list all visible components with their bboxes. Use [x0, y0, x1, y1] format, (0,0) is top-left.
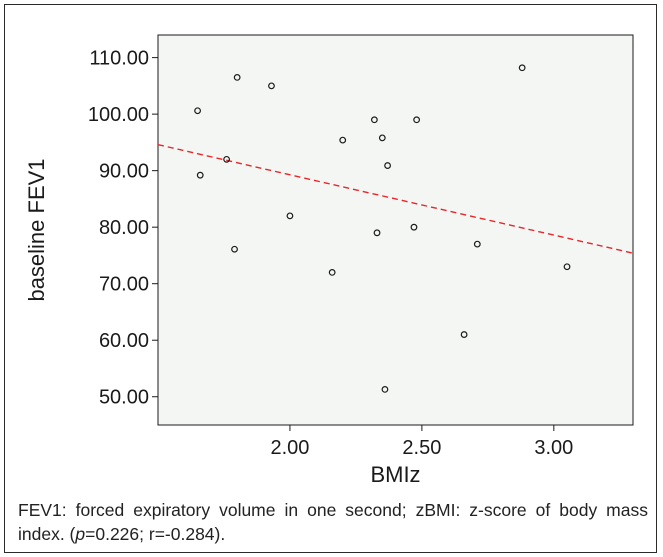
data-point [233, 73, 241, 81]
data-point [384, 162, 391, 169]
y-tick-label: 60.00 [99, 330, 149, 352]
y-axis: 50.00 60.00 70.00 80.00 90.00 100.00 110.00 [88, 48, 158, 409]
x-tick-label: 2.50 [402, 437, 441, 459]
caption-main: FEV1: forced expiratory volume in one se… [18, 500, 648, 544]
data-point [410, 223, 418, 231]
y-tick-label: 70.00 [99, 274, 149, 296]
regression-line [157, 143, 634, 254]
y-tick-label: 100.00 [88, 104, 149, 126]
figure-caption: FEV1: forced expiratory volume in one se… [18, 498, 648, 546]
data-point [231, 245, 238, 253]
data-point [196, 171, 204, 179]
data-point [381, 385, 389, 393]
p-symbol: p [75, 524, 86, 544]
data-point [194, 107, 201, 115]
caption-stats: =0.226; r=-0.284). [85, 524, 226, 544]
data-point [563, 263, 571, 271]
y-tick-label: 90.00 [99, 161, 149, 183]
y-axis-label: baseline FEV1 [24, 158, 49, 301]
data-point [286, 212, 294, 220]
data-point [460, 331, 468, 338]
y-tick-label: 110.00 [89, 48, 149, 70]
data-point [378, 134, 386, 142]
data-point [518, 64, 526, 72]
data-point [370, 116, 378, 124]
data-point [373, 229, 381, 237]
data-point [413, 116, 421, 124]
data-point [223, 155, 231, 163]
data-point [339, 136, 347, 144]
data-point [473, 240, 481, 248]
y-tick-label: 80.00 [99, 217, 149, 239]
data-point [328, 268, 336, 276]
x-axis-label: BMIz [370, 462, 420, 487]
x-tick-label: 3.00 [534, 437, 573, 459]
y-tick-label: 50.00 [99, 387, 149, 409]
data-points [194, 64, 571, 393]
x-axis: 2.00 2.50 3.00 [270, 425, 573, 459]
plot-area [157, 34, 634, 426]
x-tick-label: 2.00 [270, 437, 309, 459]
data-point [268, 82, 275, 90]
